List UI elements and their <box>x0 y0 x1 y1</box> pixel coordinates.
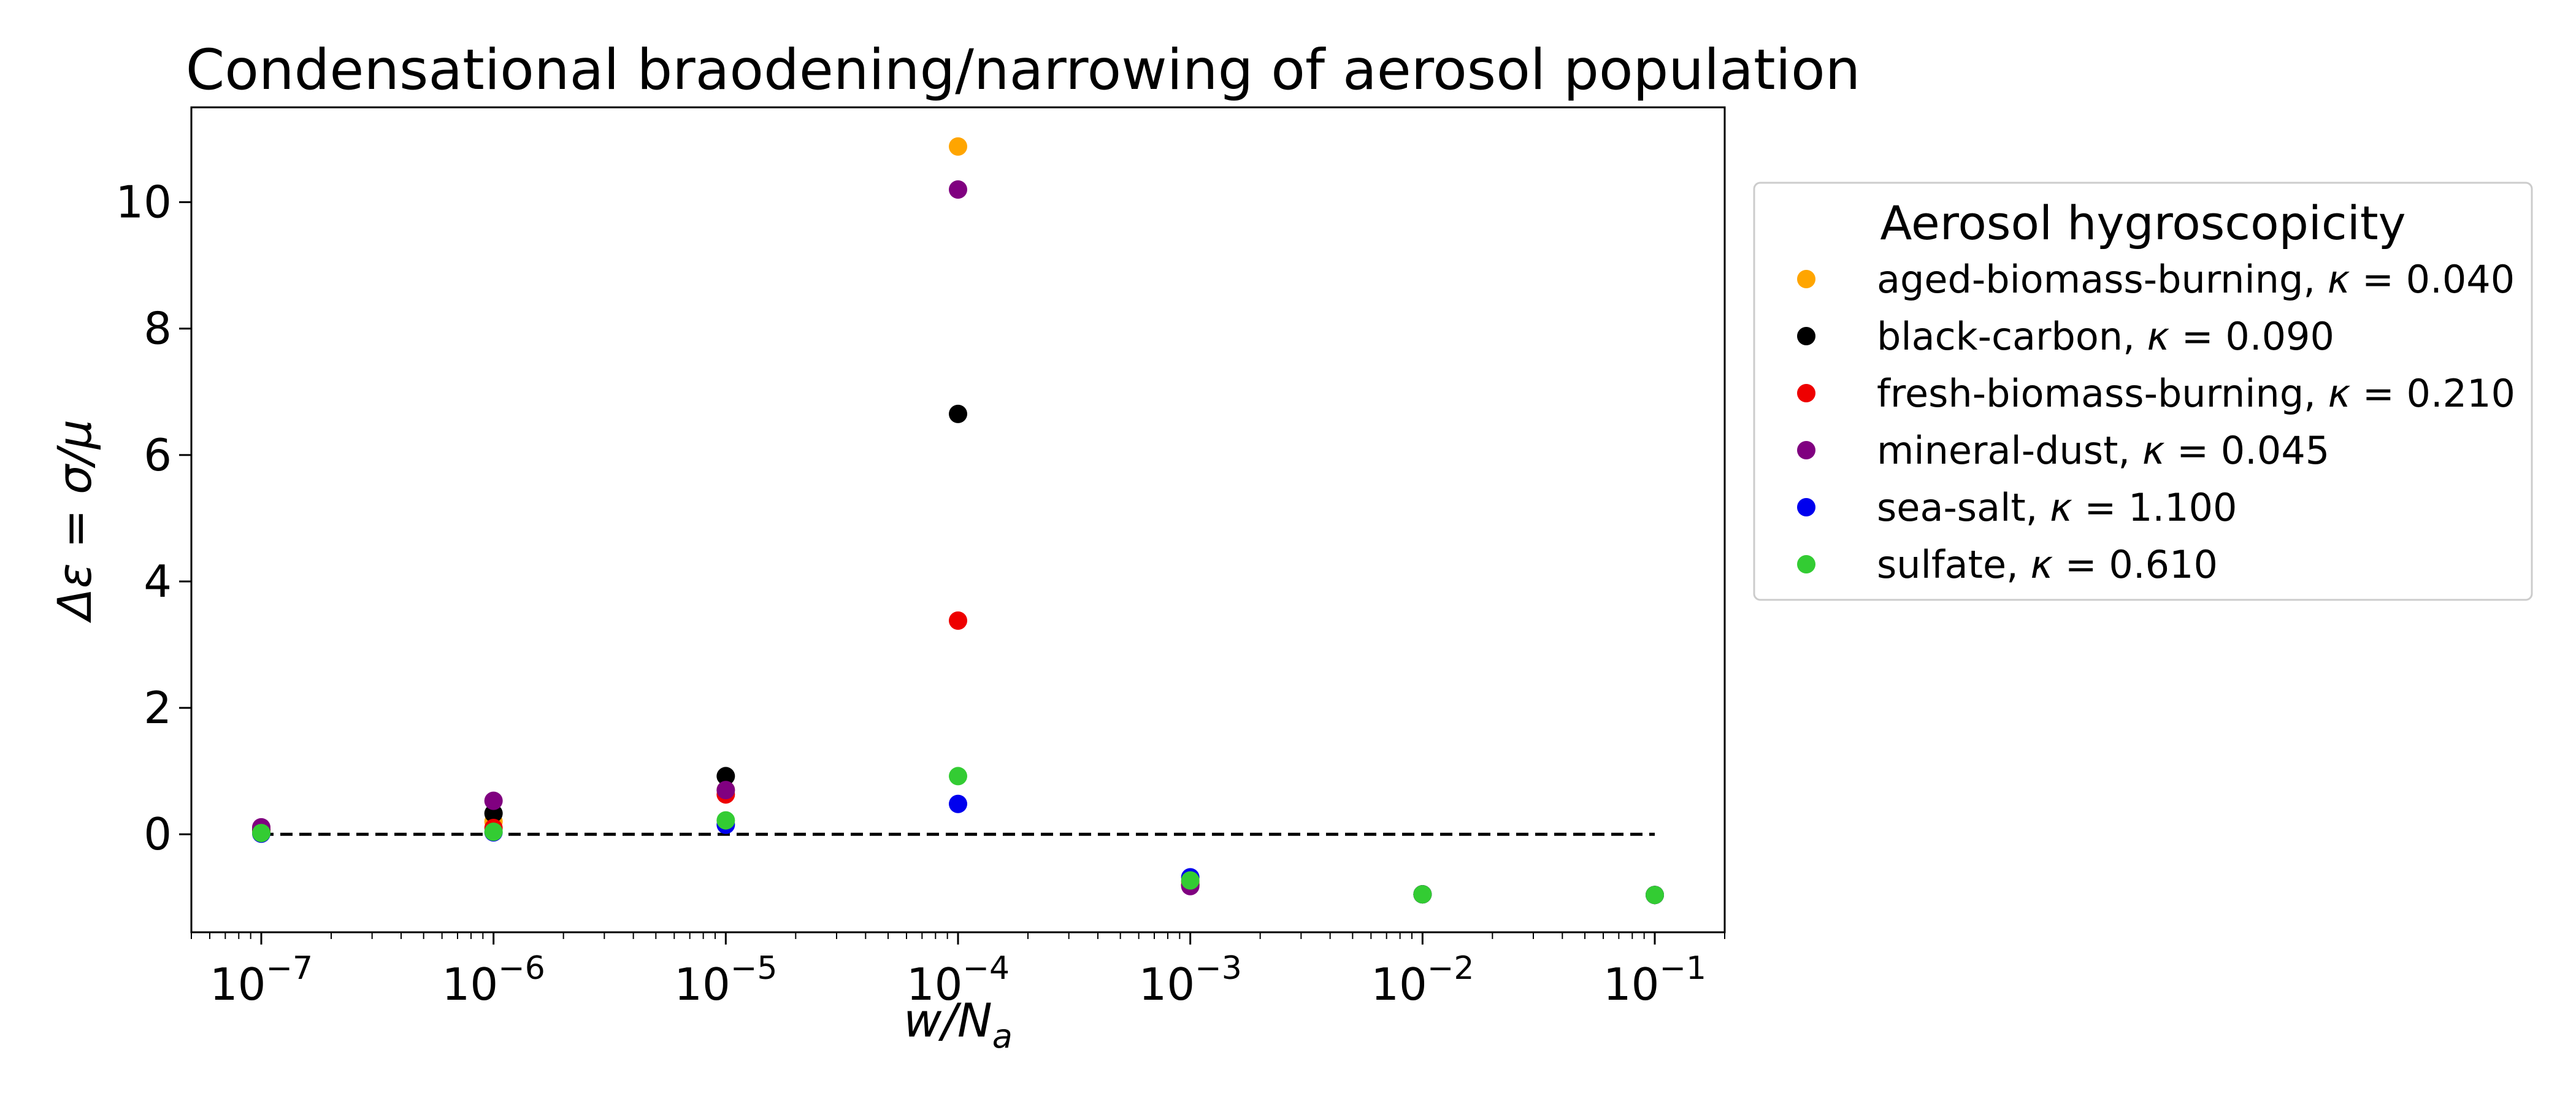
legend-label-aged-biomass-burning: aged-biomass-burning, κ = 0.040 <box>1877 257 2515 302</box>
y-tick-label: 6 <box>144 429 172 481</box>
legend-label-fresh-biomass-burning: fresh-biomass-burning, κ = 0.210 <box>1877 371 2515 416</box>
x-tick-label: 10−7 <box>210 950 313 1010</box>
x-tick-label: 10−5 <box>674 950 777 1010</box>
data-point-sulfate <box>251 824 270 843</box>
data-point-fresh-biomass-burning <box>949 611 967 630</box>
data-point-sulfate <box>716 811 735 830</box>
y-tick-label: 4 <box>144 556 172 607</box>
legend-marker-aged-biomass-burning <box>1797 270 1815 288</box>
data-point-sulfate <box>1181 871 1200 890</box>
y-axis-label: Δε = σ/μ <box>47 420 102 623</box>
data-point-mineral-dust <box>949 180 967 199</box>
data-point-sulfate <box>949 767 967 786</box>
legend: Aerosol hygroscopicity aged-biomass-burni… <box>1753 182 2533 601</box>
chart-title: Condensational braodening/narrowing of a… <box>186 38 1861 102</box>
x-tick-label: 10−6 <box>442 950 545 1010</box>
legend-title: Aerosol hygroscopicity <box>1880 196 2405 250</box>
legend-marker-fresh-biomass-burning <box>1797 384 1815 402</box>
data-point-black-carbon <box>484 804 503 823</box>
data-point-sea-salt <box>949 794 967 813</box>
y-tick-label: 10 <box>115 177 172 228</box>
legend-marker-black-carbon <box>1797 327 1815 345</box>
legend-marker-sea-salt <box>1797 498 1815 516</box>
y-tick-label: 8 <box>144 303 172 355</box>
legend-marker-sulfate <box>1797 555 1815 573</box>
plot-area: 0 2 4 6 8 10 10−7 10−6 10−5 10−4 10−3 10−2 10−1 w/Na Δ… <box>47 106 1726 1056</box>
legend-marker-mineral-dust <box>1797 441 1815 459</box>
data-point-sulfate <box>484 822 503 841</box>
legend-frame <box>1753 182 2533 601</box>
legend-label-sulfate: sulfate, κ = 0.610 <box>1877 542 2218 587</box>
y-tick-label: 0 <box>144 808 172 860</box>
data-point-mineral-dust <box>716 781 735 800</box>
x-tick-label: 10−2 <box>1371 950 1474 1010</box>
data-point-sulfate <box>1646 886 1665 905</box>
data-point-mineral-dust <box>484 791 503 810</box>
x-tick-label: 10−3 <box>1139 950 1242 1010</box>
x-tick-label: 10−4 <box>907 950 1010 1010</box>
x-axis-label: w/Na <box>903 993 1013 1056</box>
x-tick-label: 10−1 <box>1603 950 1706 1010</box>
legend-label-sea-salt: sea-salt, κ = 1.100 <box>1877 485 2237 530</box>
y-tick-label: 2 <box>144 682 172 734</box>
data-point-sulfate <box>1413 885 1432 904</box>
legend-label-black-carbon: black-carbon, κ = 0.090 <box>1877 314 2334 359</box>
legend-label-mineral-dust: mineral-dust, κ = 0.045 <box>1877 428 2329 473</box>
data-point-aged-biomass-burning <box>949 137 967 156</box>
data-point-black-carbon <box>949 404 967 423</box>
data-point-black-carbon <box>716 767 735 786</box>
